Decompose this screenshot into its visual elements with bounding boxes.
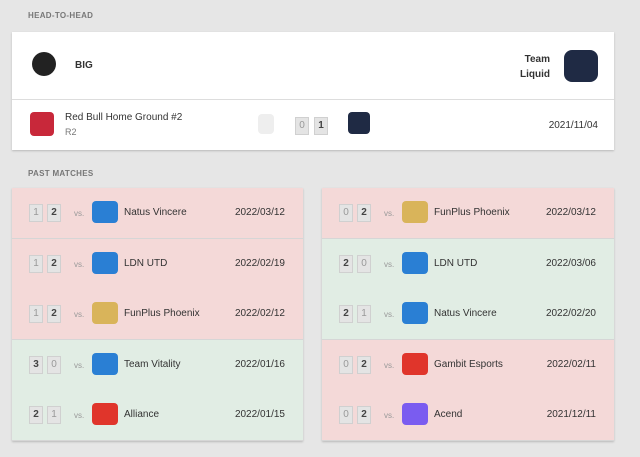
opponent-logo xyxy=(402,302,428,325)
opponent-name: Alliance xyxy=(124,409,160,421)
opponent-name: LDN UTD xyxy=(124,257,168,269)
match-date: 2022/02/11 xyxy=(546,358,596,370)
event-name: Red Bull Home Ground #2 xyxy=(65,112,183,123)
past-matches-right: 0 2 vs. FunPlus Phoenix 2022/03/12 2 0 vs. LDN U… xyxy=(322,188,614,442)
team2-logo-small xyxy=(348,112,370,134)
match-row: 2 1 vs. Alliance 2022/01/15 xyxy=(12,390,303,442)
opponent-logo xyxy=(92,251,118,274)
opponent-name: Team Vitality xyxy=(124,358,181,370)
vs-label: vs. xyxy=(74,411,85,421)
team1-logo-small xyxy=(258,114,274,134)
score: 0 xyxy=(339,406,353,425)
section-title: HEAD-TO-HEAD xyxy=(28,11,94,20)
match-date: 2022/03/06 xyxy=(545,257,596,269)
score: 2 xyxy=(357,406,371,425)
team1-name: BIG xyxy=(75,60,93,71)
opponent-name: LDN UTD xyxy=(434,257,478,269)
score: 2 xyxy=(47,305,61,324)
vs-label: vs. xyxy=(384,209,395,218)
match-date: 2022/03/12 xyxy=(545,207,596,218)
vs-label: vs. xyxy=(384,411,395,421)
match-row: 3 0 vs. Team Vitality 2022/01/16 xyxy=(12,339,303,391)
match-date: 2022/03/12 xyxy=(234,207,285,218)
match-date: 2021/12/11 xyxy=(546,409,596,421)
score: 2 xyxy=(357,355,371,374)
score: 2 xyxy=(29,406,43,425)
match-date: 2022/01/16 xyxy=(234,358,285,370)
opponent-name: FunPlus Phoenix xyxy=(434,207,510,218)
score: 2 xyxy=(339,254,353,273)
opponent-name: Gambit Esports xyxy=(434,358,503,370)
vs-label: vs. xyxy=(74,259,85,269)
score: 1 xyxy=(357,305,371,324)
score: 0 xyxy=(339,355,353,374)
opponent-logo xyxy=(402,251,428,274)
score: 2 xyxy=(357,204,371,222)
vs-label: vs. xyxy=(74,360,85,370)
score: 0 xyxy=(339,204,353,222)
vs-label: vs. xyxy=(384,360,395,370)
score: 2 xyxy=(339,305,353,324)
match-row: 1 2 vs. Natus Vincere 2022/03/12 xyxy=(12,188,303,239)
vs-label: vs. xyxy=(384,259,395,269)
team1-logo xyxy=(32,52,56,76)
match-row: 0 2 vs. Gambit Esports 2022/02/11 xyxy=(322,339,614,391)
score: 1 xyxy=(29,305,43,324)
team2-logo xyxy=(564,50,598,82)
opponent-logo xyxy=(402,201,428,223)
event-logo xyxy=(30,112,54,136)
match-date: 2022/02/19 xyxy=(234,257,285,269)
vs-label: vs. xyxy=(74,209,85,218)
score: 1 xyxy=(314,117,328,135)
match-date: 2022/01/15 xyxy=(234,409,285,421)
opponent-name: Acend xyxy=(434,409,463,421)
score: 3 xyxy=(29,355,43,374)
score: 1 xyxy=(29,204,43,222)
divider xyxy=(12,99,614,100)
opponent-name: Natus Vincere xyxy=(434,308,497,320)
past-matches-left: 1 2 vs. Natus Vincere 2022/03/12 1 2 vs. LDN UTD… xyxy=(12,188,303,442)
opponent-logo xyxy=(92,302,118,325)
vs-label: vs. xyxy=(74,310,85,320)
match-row: 2 0 vs. LDN UTD 2022/03/06 xyxy=(322,238,614,290)
opponent-logo xyxy=(402,403,428,426)
score: 2 xyxy=(47,254,61,273)
score: 0 xyxy=(47,355,61,374)
round: R2 xyxy=(65,127,77,137)
score: 1 xyxy=(29,254,43,273)
match-date: 2022/02/20 xyxy=(545,308,596,320)
match-date: 2021/11/04 xyxy=(548,120,598,131)
h2h-card: BIG Team Liquid Red Bull Home Ground #2 … xyxy=(12,32,614,150)
match-row: 2 1 vs. Natus Vincere 2022/02/20 xyxy=(322,289,614,341)
score: 0 xyxy=(295,117,309,135)
opponent-logo xyxy=(92,403,118,426)
team2-name: Team Liquid xyxy=(520,54,550,80)
opponent-name: Natus Vincere xyxy=(124,207,187,218)
score: 1 xyxy=(47,406,61,425)
opponent-name: FunPlus Phoenix xyxy=(124,308,200,320)
match-row: 0 2 vs. FunPlus Phoenix 2022/03/12 xyxy=(322,188,614,239)
section-title: PAST MATCHES xyxy=(28,169,94,178)
match-date: 2022/02/12 xyxy=(234,308,285,320)
opponent-logo xyxy=(92,201,118,223)
match-row: 1 2 vs. LDN UTD 2022/02/19 xyxy=(12,238,303,290)
score: 0 xyxy=(357,254,371,273)
match-row: 0 2 vs. Acend 2021/12/11 xyxy=(322,390,614,442)
vs-label: vs. xyxy=(384,310,395,320)
opponent-logo xyxy=(92,352,118,375)
opponent-logo xyxy=(402,352,428,375)
score: 2 xyxy=(47,204,61,222)
match-row: 1 2 vs. FunPlus Phoenix 2022/02/12 xyxy=(12,289,303,341)
